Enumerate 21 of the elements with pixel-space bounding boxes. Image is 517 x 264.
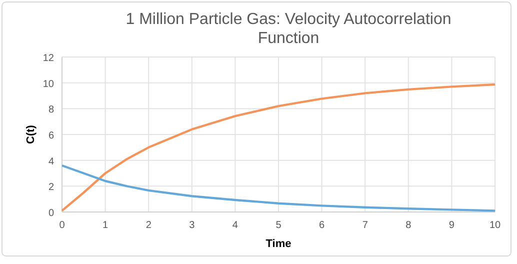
x-tick-label: 8 <box>406 220 412 231</box>
y-tick-label: 12 <box>42 53 54 64</box>
x-tick-label: 0 <box>59 220 66 231</box>
x-tick-label: 1 <box>102 220 109 231</box>
y-axis-title: C(t) <box>25 124 37 144</box>
x-tick-label: 10 <box>489 220 501 231</box>
x-tick-label: 9 <box>448 220 455 231</box>
x-tick-label: 7 <box>362 220 368 231</box>
x-tick-label: 6 <box>319 220 326 231</box>
x-axis-title: Time <box>266 238 292 250</box>
y-tick-label: 8 <box>48 104 54 116</box>
x-tick-label: 5 <box>276 220 282 231</box>
x-tick-label: 2 <box>146 220 152 231</box>
y-tick-label: 2 <box>48 182 54 194</box>
y-tick-label: 0 <box>48 208 54 219</box>
y-tick-label: 10 <box>42 78 54 90</box>
x-tick-label: 4 <box>232 220 238 231</box>
x-tick-label: 3 <box>189 220 196 231</box>
chart-title: 1 Million Particle Gas: Velocity Autocorrelation Function <box>126 11 452 47</box>
y-tick-label: 4 <box>48 156 54 168</box>
y-tick-label: 6 <box>48 130 54 142</box>
